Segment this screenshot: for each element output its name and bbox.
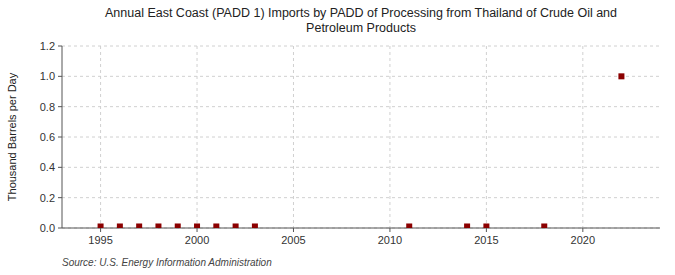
point [618,73,624,79]
title: Annual East Coast (PADD 1) Imports by PA… [105,6,617,35]
x-tick [100,228,101,232]
source-note: Source: U.S. Energy Information Administ… [62,257,272,268]
y-tick-label: 0.4 [40,161,55,173]
grid-line-x [582,46,583,228]
x-tick-label: 2005 [281,234,305,246]
y-tick [58,76,62,77]
grid-line-x [486,46,487,228]
y-tick [58,197,62,198]
y-tick-label: 0.0 [40,222,55,234]
point [175,223,181,228]
point [464,223,470,228]
y-tick [58,167,62,168]
x-tick [486,228,487,232]
y-axis-label: Thousand Barrels per Day [6,72,18,201]
axes: 0.0 0.2 0.4 0.6 0.8 1.0 1.2 1995 2000 2005 2010 201… [40,40,660,246]
grid-line-x [197,46,198,228]
y-tick-label: 1.0 [40,70,55,82]
x-tick [197,228,198,232]
grid-line-x [293,46,294,228]
grid-line-x [389,46,390,228]
x-tick [293,228,294,232]
y-tick-label: 0.6 [40,131,55,143]
y-tick-label: 0.2 [40,192,55,204]
y-tick [58,46,62,47]
grid-line-y [62,167,660,168]
y-tick [58,106,62,107]
y-tick-label: 0.8 [40,101,55,113]
chart-container: Annual East Coast (PADD 1) Imports by PA… [0,0,675,275]
point [213,223,219,228]
grid-line-y [62,106,660,107]
point [136,223,142,228]
grid [62,46,660,228]
x-tick-label: 2020 [571,234,595,246]
point [483,223,489,228]
y-tick-label: 1.2 [40,40,55,52]
grid-line-y [62,76,660,77]
grid-line-y [62,137,660,138]
x-tick-label: 1995 [88,234,112,246]
point [252,223,258,228]
grid-line-y [62,228,660,229]
x-tick-label: 2000 [185,234,209,246]
point [117,223,123,228]
x-tick-label: 2015 [474,234,498,246]
point [194,223,200,228]
grid-line-x [100,46,101,228]
points [98,73,625,228]
grid-line-y [62,197,660,198]
x-tick [582,228,583,232]
x-axis-line [62,228,660,229]
point [541,223,547,228]
point [98,223,104,228]
point [233,223,239,228]
x-tick [389,228,390,232]
chart-svg: Annual East Coast (PADD 1) Imports by PA… [0,0,675,275]
y-axis-line [62,46,63,228]
point [155,223,161,228]
x-tick-label: 2010 [378,234,402,246]
y-tick [58,228,62,229]
grid-line-y [62,46,660,47]
point [406,223,412,228]
y-tick [58,137,62,138]
